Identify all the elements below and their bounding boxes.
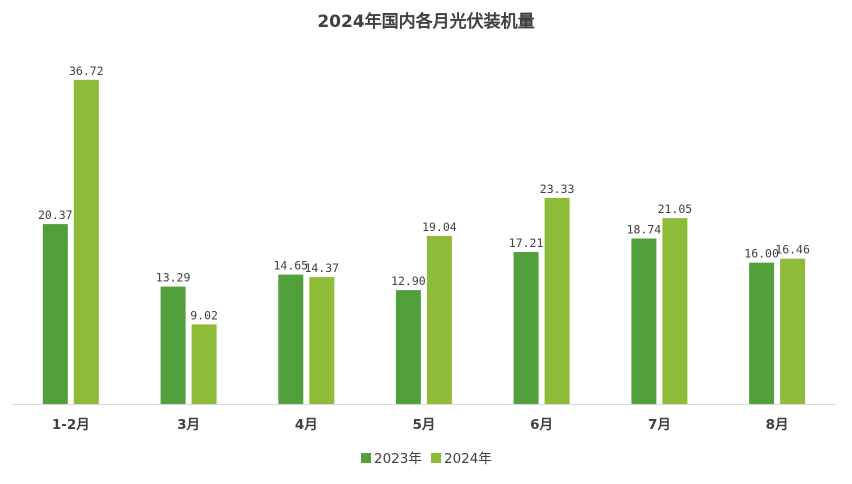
x-tick-label: 3月 (177, 417, 200, 433)
x-tick-label: 5月 (412, 417, 435, 433)
bar-2024年-4月 (309, 277, 335, 404)
bar-2024年-1-2月 (73, 79, 99, 405)
bar-2023年-8月 (749, 262, 775, 404)
data-label: 14.37 (304, 261, 339, 275)
bar-2023年-1-2月 (42, 224, 68, 404)
category-labels-group: 1-2月 3月 4月 5月 6月 7月 8月 (52, 417, 789, 433)
data-label: 20.37 (38, 208, 73, 222)
chart-title: 2024年国内各月光伏装机量 (317, 11, 534, 32)
bar-2024年-7月 (662, 218, 688, 404)
bar-2023年-6月 (513, 252, 539, 404)
legend-swatch (431, 453, 441, 463)
bar-2024年-5月 (426, 235, 452, 404)
bar-2024年-3月 (191, 324, 217, 404)
data-label: 16.46 (775, 243, 810, 257)
bars-group (42, 79, 806, 405)
bar-2023年-5月 (395, 290, 421, 404)
legend-swatch (361, 453, 371, 463)
x-tick-label: 4月 (295, 417, 318, 433)
data-label: 21.05 (658, 202, 693, 216)
data-label: 16.00 (744, 247, 779, 261)
x-tick-label: 6月 (530, 417, 553, 433)
data-label: 9.02 (190, 308, 218, 322)
bar-2024年-8月 (780, 258, 806, 404)
data-label: 12.90 (391, 274, 426, 288)
data-label: 18.74 (627, 223, 662, 237)
bar-2023年-7月 (631, 238, 657, 404)
data-label: 19.04 (422, 220, 457, 234)
data-label: 14.65 (273, 259, 308, 273)
x-tick-label: 1-2月 (52, 417, 90, 433)
x-tick-label: 8月 (766, 417, 789, 433)
data-label: 36.72 (69, 64, 104, 78)
legend-label: 2023年 (374, 451, 422, 467)
x-tick-label: 7月 (648, 417, 671, 433)
bar-2024年-6月 (544, 198, 570, 404)
legend: 2023年 2024年 (361, 451, 492, 467)
data-label: 13.29 (156, 271, 191, 285)
bar-2023年-4月 (278, 274, 304, 404)
data-label: 23.33 (540, 182, 575, 196)
data-label: 17.21 (509, 236, 544, 250)
legend-label: 2024年 (444, 451, 492, 467)
bar-2023年-3月 (160, 286, 186, 404)
